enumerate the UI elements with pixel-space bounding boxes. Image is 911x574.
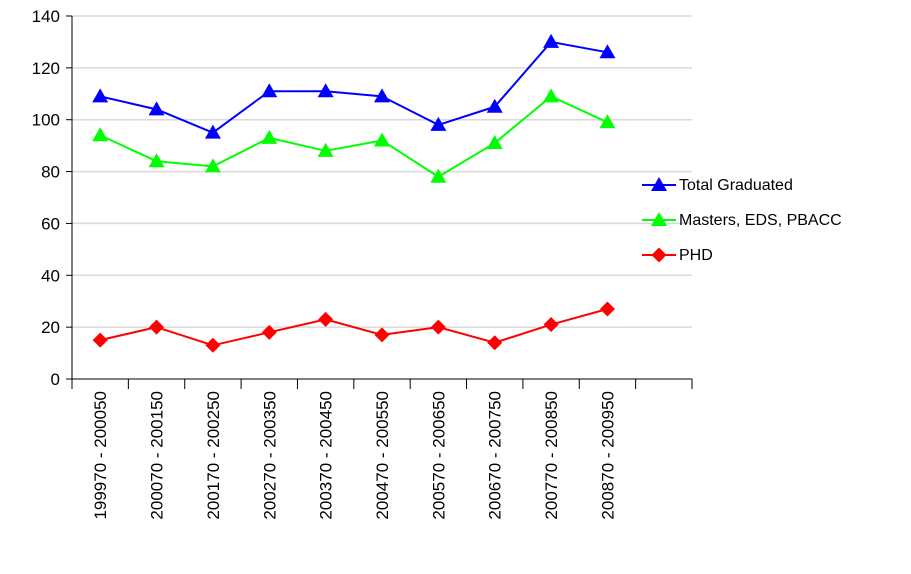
data-point-phd-2 <box>149 319 165 335</box>
series-masters-eds-pbacc <box>92 88 616 183</box>
data-point-masters-eds-pbacc-1 <box>92 127 109 142</box>
x-tick-label-8: 200670 - 200750 <box>486 391 505 520</box>
data-point-phd-1 <box>92 332 108 348</box>
axes: 0 20 40 60 80 100 120 140 199970 - 200050 200070 … <box>32 7 693 520</box>
data-point-phd-6 <box>374 327 390 343</box>
data-point-total-graduated-8 <box>486 98 503 113</box>
data-point-total-graduated-7 <box>430 116 447 131</box>
legend-entry-total-graduated: Total Graduated <box>642 177 793 194</box>
legend: Total Graduated Masters, EDS, PBACC PHD <box>642 177 842 264</box>
legend-label-total-graduated: Total Graduated <box>679 177 793 194</box>
legend-label-phd: PHD <box>679 247 713 264</box>
x-tick-label-10: 200870 - 200950 <box>598 391 617 520</box>
data-point-masters-eds-pbacc-8 <box>486 135 503 150</box>
x-tick-label-2: 200070 - 200150 <box>148 391 167 520</box>
y-tick-label-80: 80 <box>41 163 60 182</box>
x-tick-label-4: 200270 - 200350 <box>260 391 279 520</box>
y-tick-label-120: 120 <box>32 59 60 78</box>
y-tick-label-40: 40 <box>41 266 60 285</box>
data-point-masters-eds-pbacc-10 <box>599 114 616 129</box>
series-line-phd <box>99 308 608 347</box>
series-line-masters-eds-pbacc <box>99 95 608 178</box>
x-tick-label-6: 200470 - 200550 <box>373 391 392 520</box>
data-point-phd-10 <box>599 301 615 317</box>
data-point-total-graduated-3 <box>204 124 221 139</box>
data-point-phd-9 <box>543 317 559 333</box>
legend-entry-masters-eds-pbacc: Masters, EDS, PBACC <box>642 212 842 229</box>
x-tick-label-9: 200770 - 200850 <box>542 391 561 520</box>
y-tick-label-20: 20 <box>41 318 60 337</box>
series-line-total-graduated <box>99 40 608 134</box>
x-tick-label-7: 200570 - 200650 <box>429 391 448 520</box>
data-point-phd-7 <box>430 319 446 335</box>
series <box>92 33 616 353</box>
data-point-phd-8 <box>487 335 503 351</box>
legend-label-masters-eds-pbacc: Masters, EDS, PBACC <box>679 212 842 229</box>
data-point-total-graduated-10 <box>599 44 616 59</box>
data-point-phd-5 <box>318 311 334 327</box>
data-point-masters-eds-pbacc-2 <box>148 153 165 168</box>
data-point-masters-eds-pbacc-6 <box>374 132 390 147</box>
x-tick-label-3: 200170 - 200250 <box>204 391 223 520</box>
legend-marker-masters-eds-pbacc <box>651 212 667 226</box>
y-tick-label-100: 100 <box>32 111 60 130</box>
y-tick-label-0: 0 <box>51 370 60 389</box>
data-point-masters-eds-pbacc-5 <box>317 142 334 157</box>
data-point-phd-4 <box>261 324 277 340</box>
x-tick-label-1: 199970 - 200050 <box>91 391 110 520</box>
series-phd <box>92 301 615 353</box>
data-point-phd-3 <box>205 337 221 353</box>
x-tick-label-5: 200370 - 200450 <box>317 391 336 520</box>
y-tick-label-140: 140 <box>32 7 60 26</box>
data-point-total-graduated-6 <box>374 88 390 103</box>
gridlines <box>72 15 692 328</box>
data-point-masters-eds-pbacc-7 <box>430 168 447 183</box>
data-point-masters-eds-pbacc-3 <box>204 158 221 173</box>
data-point-masters-eds-pbacc-9 <box>543 88 560 103</box>
data-point-total-graduated-5 <box>317 83 334 98</box>
data-point-total-graduated-1 <box>92 88 109 103</box>
data-point-total-graduated-2 <box>148 101 165 116</box>
legend-marker-phd <box>651 247 667 263</box>
legend-entry-phd: PHD <box>642 247 713 264</box>
series-total-graduated <box>92 33 616 139</box>
y-tick-label-60: 60 <box>41 214 60 233</box>
data-point-masters-eds-pbacc-4 <box>261 129 278 144</box>
legend-marker-total-graduated <box>651 177 667 191</box>
data-point-total-graduated-4 <box>261 83 278 98</box>
data-point-total-graduated-9 <box>543 33 560 48</box>
